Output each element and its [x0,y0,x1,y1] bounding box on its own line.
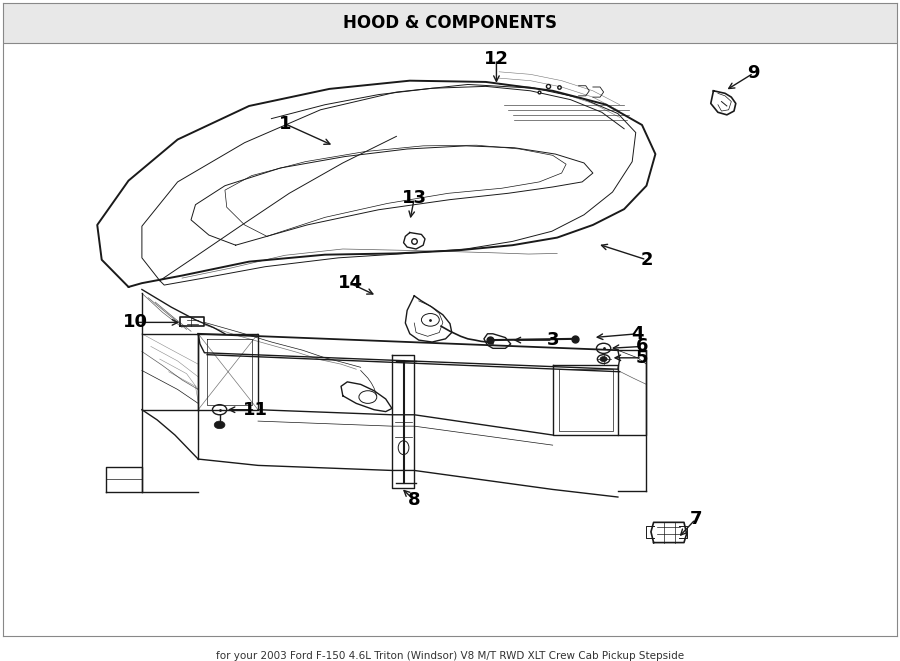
Text: 3: 3 [546,331,559,349]
Text: 10: 10 [123,313,148,331]
Text: 9: 9 [747,64,760,82]
Text: 11: 11 [243,401,268,418]
Text: 5: 5 [635,349,648,367]
Text: for your 2003 Ford F-150 4.6L Triton (Windsor) V8 M/T RWD XLT Crew Cab Pickup St: for your 2003 Ford F-150 4.6L Triton (Wi… [216,652,684,661]
Text: 4: 4 [631,325,644,343]
FancyBboxPatch shape [4,3,896,43]
Circle shape [600,356,608,362]
Text: 8: 8 [408,491,420,509]
Text: 12: 12 [484,50,508,68]
Text: 14: 14 [338,274,363,292]
Text: 7: 7 [689,510,702,528]
Text: 6: 6 [635,337,648,356]
Circle shape [214,421,225,429]
Text: 13: 13 [401,189,427,208]
Text: 2: 2 [640,251,652,269]
Text: HOOD & COMPONENTS: HOOD & COMPONENTS [343,14,557,32]
Text: 1: 1 [278,115,291,133]
